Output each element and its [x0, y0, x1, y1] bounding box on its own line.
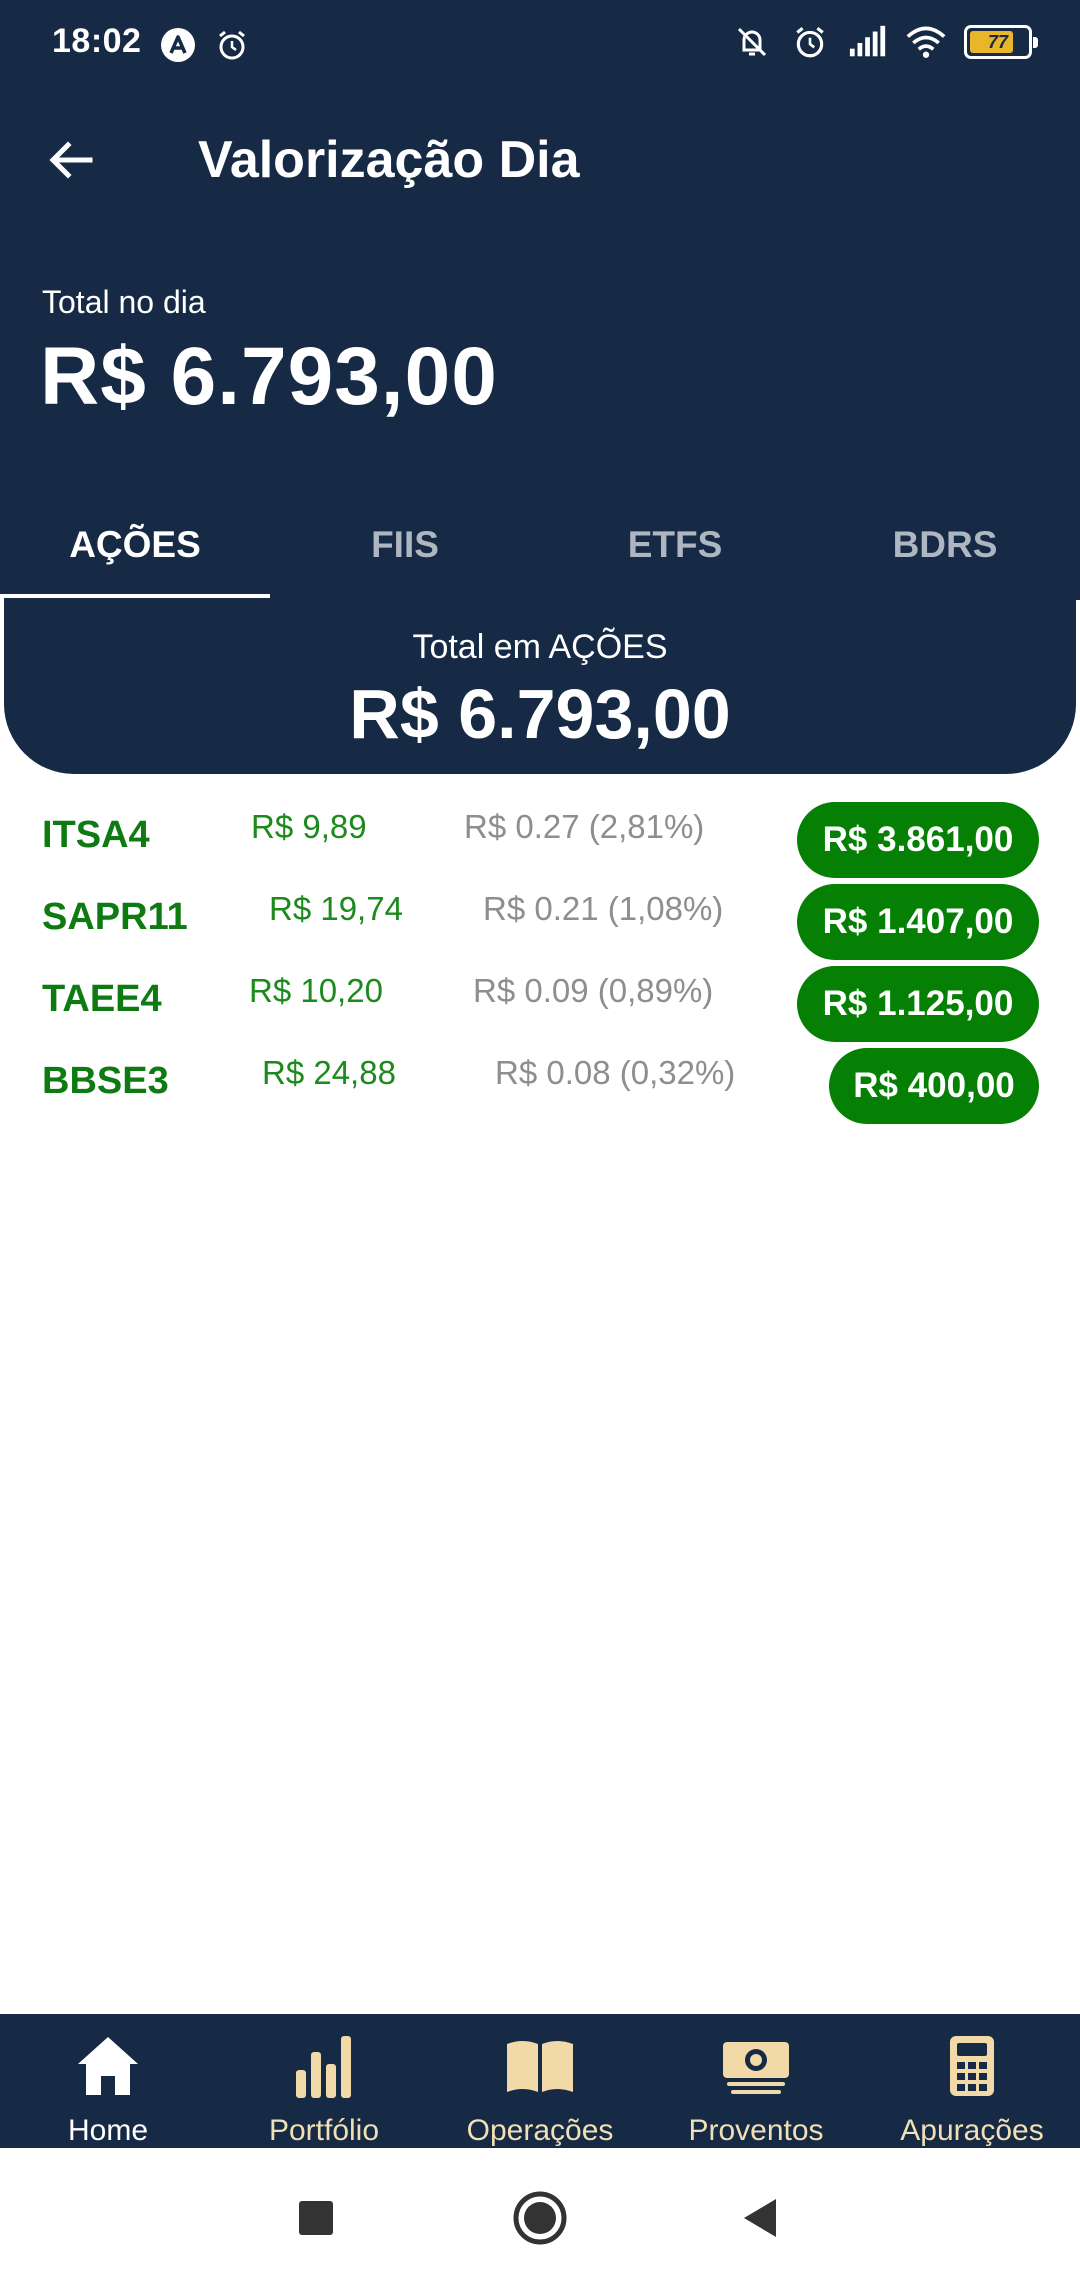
nav-operacoes[interactable]: Operações — [432, 2014, 648, 2148]
system-navigation-bar — [0, 2148, 1080, 2280]
nav-apuracoes[interactable]: Apurações — [864, 2014, 1080, 2148]
alarm-icon — [790, 22, 830, 62]
header: Valorização Dia Total no dia R$ 6.793,00… — [0, 90, 1080, 600]
status-time: 18:02 — [52, 22, 142, 60]
position-gain-badge: R$ 3.861,00 — [797, 802, 1039, 878]
signal-icon — [848, 22, 888, 62]
battery-icon: 77 — [964, 25, 1038, 59]
ticker: ITSA4 — [42, 814, 150, 856]
list-item[interactable]: TAEE4 R$ 10,20 R$ 0.09 (0,89%) R$ 1.125,… — [0, 964, 1080, 1046]
a-circle-icon — [158, 25, 198, 65]
ticker: SAPR11 — [42, 896, 188, 938]
ticker: BBSE3 — [42, 1060, 169, 1102]
bell-off-icon — [732, 22, 772, 62]
calculator-icon — [937, 2032, 1007, 2100]
list-item[interactable]: BBSE3 R$ 24,88 R$ 0.08 (0,32%) R$ 400,00 — [0, 1046, 1080, 1128]
ticker: TAEE4 — [42, 978, 162, 1020]
daily-change: R$ 0.08 (0,32%) — [495, 1054, 736, 1091]
back-button[interactable] — [40, 130, 100, 190]
alarm-icon — [212, 25, 252, 65]
circle-icon — [513, 2191, 567, 2245]
summary-label: Total em AÇÕES — [412, 628, 668, 666]
price: R$ 10,20 — [249, 972, 383, 1009]
home-icon — [73, 2032, 143, 2100]
daily-change: R$ 0.27 (2,81%) — [464, 808, 705, 845]
position-gain-badge: R$ 1.407,00 — [797, 884, 1039, 960]
tab-acoes[interactable]: AÇÕES — [0, 490, 270, 600]
list-item[interactable]: SAPR11 R$ 19,74 R$ 0.21 (1,08%) R$ 1.407… — [0, 882, 1080, 964]
total-day-label: Total no dia — [42, 284, 206, 320]
nav-label: Apurações — [900, 2114, 1044, 2147]
bar-chart-icon — [289, 2032, 359, 2100]
asset-tabs: AÇÕES FIIS ETFS BDRS — [0, 490, 1080, 600]
arrow-left-icon — [49, 141, 93, 179]
recent-apps-button[interactable] — [286, 2188, 346, 2248]
summary-value: R$ 6.793,00 — [349, 675, 731, 753]
price: R$ 24,88 — [262, 1054, 396, 1091]
price: R$ 19,74 — [269, 890, 403, 927]
stock-list: ITSA4 R$ 9,89 R$ 0.27 (2,81%) R$ 3.861,0… — [0, 800, 1080, 1128]
daily-change: R$ 0.09 (0,89%) — [473, 972, 714, 1009]
book-icon — [505, 2032, 575, 2100]
nav-proventos[interactable]: Proventos — [648, 2014, 864, 2148]
bottom-navigation: Home Portfólio Operações Proventos Apura… — [0, 2014, 1080, 2148]
list-item[interactable]: ITSA4 R$ 9,89 R$ 0.27 (2,81%) R$ 3.861,0… — [0, 800, 1080, 882]
total-day-value: R$ 6.793,00 — [40, 331, 498, 422]
home-system-button[interactable] — [510, 2188, 570, 2248]
tab-etfs[interactable]: ETFS — [627, 524, 723, 565]
triangle-back-icon — [744, 2199, 776, 2237]
money-icon — [721, 2032, 791, 2100]
status-bar: 18:02 77 — [0, 0, 1080, 90]
summary-card: Total em AÇÕES R$ 6.793,00 — [4, 598, 1076, 774]
price: R$ 9,89 — [251, 808, 367, 845]
nav-label: Proventos — [688, 2114, 824, 2147]
square-icon — [299, 2201, 333, 2235]
page-title: Valorização Dia — [198, 131, 580, 189]
nav-portfolio[interactable]: Portfólio — [216, 2014, 432, 2148]
position-gain-badge: R$ 1.125,00 — [797, 966, 1039, 1042]
tab-fiis[interactable]: FIIS — [371, 524, 439, 565]
daily-change: R$ 0.21 (1,08%) — [483, 890, 724, 927]
wifi-icon — [906, 22, 946, 62]
nav-label: Portfólio — [268, 2114, 380, 2147]
battery-percent: 77 — [987, 31, 1009, 52]
nav-label: Home — [67, 2114, 149, 2147]
tab-bdrs[interactable]: BDRS — [892, 524, 998, 565]
nav-home[interactable]: Home — [0, 2014, 216, 2148]
back-system-button[interactable] — [730, 2188, 790, 2248]
position-gain-badge: R$ 400,00 — [829, 1048, 1039, 1124]
nav-label: Operações — [466, 2114, 614, 2147]
